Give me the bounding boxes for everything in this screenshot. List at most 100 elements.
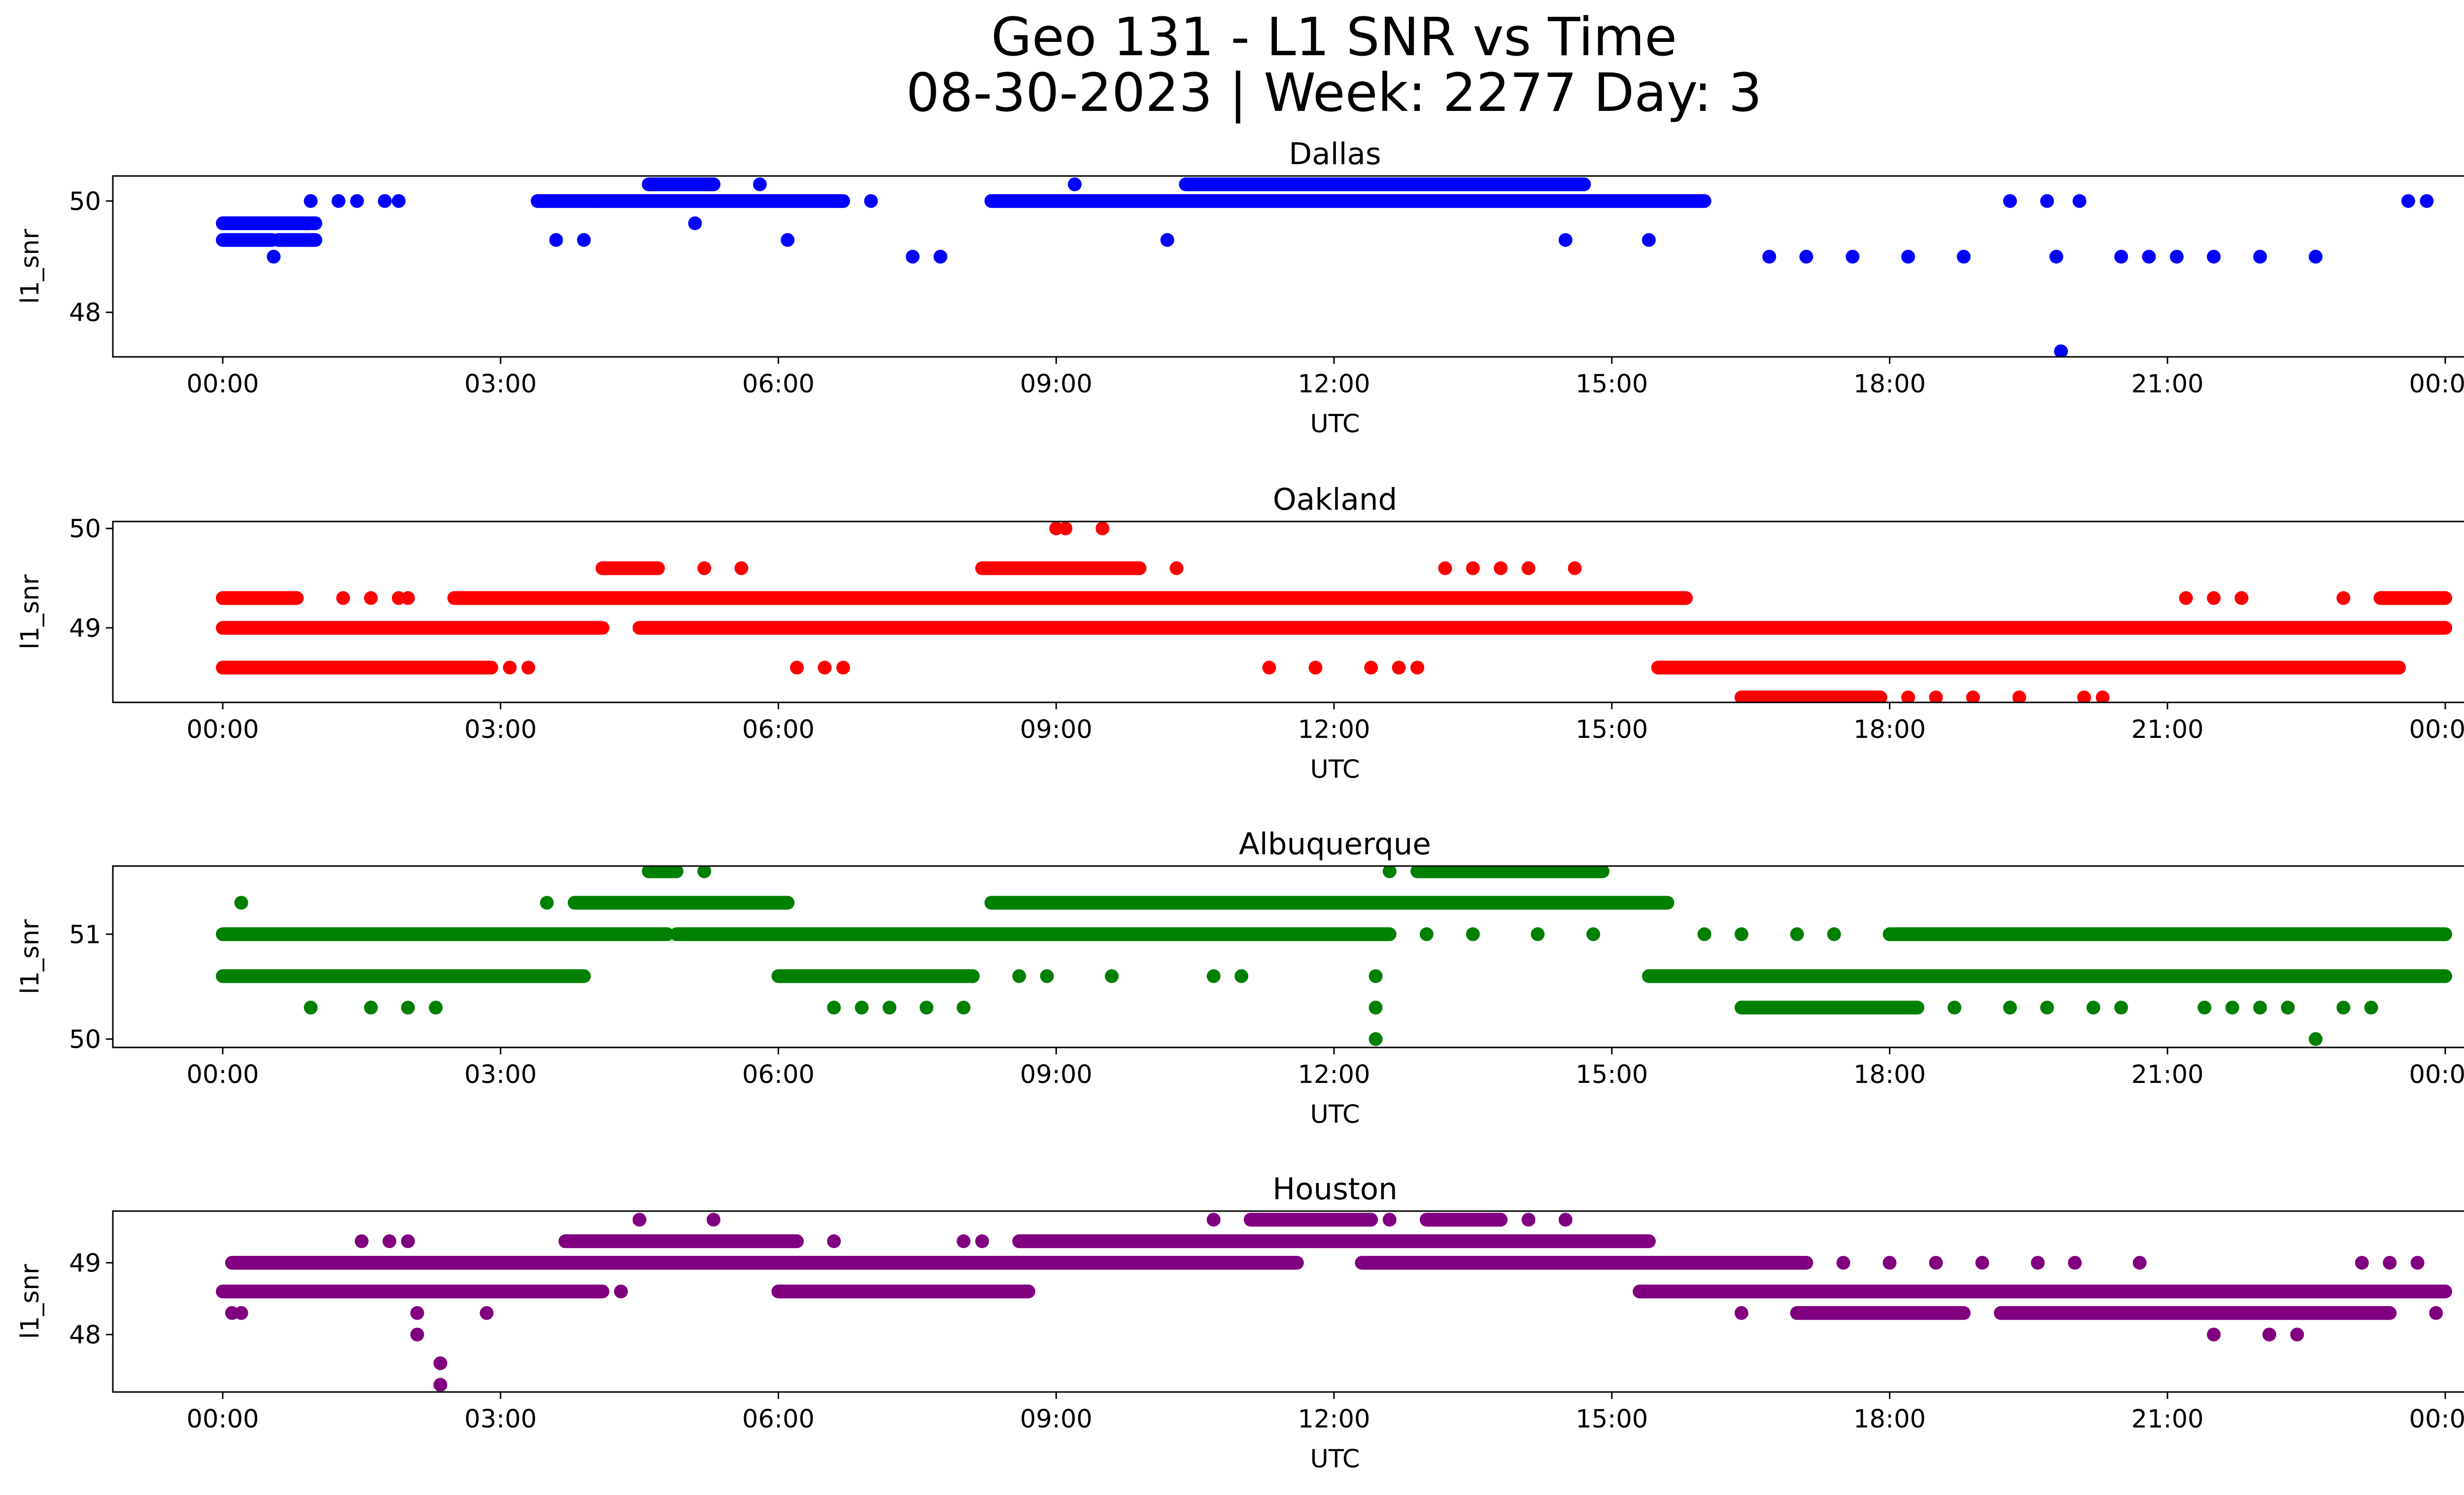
houston-data-point — [1206, 1213, 1221, 1227]
figure-title-line1: Geo 131 - L1 SNR vs Time — [991, 7, 1677, 68]
houston-x-tick-label: 15:00 — [1575, 1405, 1648, 1434]
dallas-data-point — [331, 194, 345, 208]
oakland-x-tick-label: 06:00 — [742, 715, 815, 744]
albuquerque-data-point — [401, 1001, 415, 1015]
oakland-x-tick-label: 15:00 — [1575, 715, 1648, 744]
oakland-x-axis-label: UTC — [1310, 755, 1360, 784]
dallas-data-point — [688, 216, 702, 230]
albuquerque-data-point — [1734, 927, 1748, 941]
albuquerque-data-point — [1586, 927, 1601, 941]
albuquerque-data-point — [2225, 1001, 2239, 1015]
oakland-data-point — [503, 661, 517, 675]
houston-data-point — [827, 1234, 841, 1249]
albuquerque-data-point — [957, 1001, 971, 1015]
dallas-axes-frame — [112, 175, 2464, 358]
albuquerque-data-point — [2336, 1001, 2351, 1015]
albuquerque-data-point — [1531, 927, 1545, 941]
houston-data-point — [410, 1327, 424, 1342]
houston-data-point — [433, 1356, 447, 1370]
oakland-data-point — [1521, 561, 1536, 575]
oakland-x-tick-label: 09:00 — [1020, 715, 1093, 744]
dallas-data-point — [1762, 249, 1777, 264]
houston-x-tick-label: 09:00 — [1020, 1405, 1093, 1434]
albuquerque-data-point — [2281, 1001, 2295, 1015]
dallas-data-point — [1799, 249, 1814, 264]
houston-x-tick-label: 03:00 — [464, 1405, 537, 1434]
dallas-y-axis-label: l1_snr — [16, 229, 45, 304]
houston-x-axis-label: UTC — [1310, 1445, 1360, 1474]
dallas-data-point — [781, 233, 795, 247]
albuquerque-data-point — [234, 896, 248, 910]
dallas-data-point — [905, 249, 920, 264]
panel-houston: Houston 00:00 03:00 06:00 09:00 12:00 15:00 18:… — [16, 1172, 2464, 1474]
oakland-data-point — [1466, 561, 1480, 575]
oakland-data-point — [2179, 591, 2193, 605]
dallas-data-point — [1067, 177, 1082, 191]
oakland-data-point — [521, 661, 536, 675]
albuquerque-y-tick-label: 50 — [69, 1025, 101, 1054]
houston-data-point — [1929, 1255, 1943, 1270]
albuquerque-x-tick-label: 00:00 — [2409, 1060, 2464, 1089]
oakland-x-tick-label: 00:00 — [187, 715, 259, 744]
houston-data-point — [2262, 1327, 2276, 1342]
houston-data-point — [2031, 1255, 2045, 1270]
dallas-data-point — [1901, 249, 1916, 264]
oakland-data-point — [1059, 522, 1073, 536]
dallas-data-point — [2054, 344, 2068, 357]
albuquerque-data-point — [2364, 1001, 2378, 1015]
oakland-subplot-title: Oakland — [1273, 482, 1397, 517]
oakland-data-point — [364, 591, 378, 605]
houston-y-axis-label: l1_snr — [16, 1264, 45, 1339]
oakland-data-points — [216, 522, 2452, 702]
albuquerque-data-point — [2040, 1001, 2054, 1015]
dallas-y-tick-label: 48 — [69, 299, 101, 328]
dallas-data-point — [2049, 249, 2063, 264]
albuquerque-data-point — [1419, 927, 1434, 941]
houston-x-tick-label: 00:00 — [187, 1405, 259, 1434]
oakland-data-point — [1169, 561, 1184, 575]
albuquerque-data-point — [1948, 1001, 1962, 1015]
houston-data-point — [1382, 1213, 1397, 1227]
houston-data-point — [614, 1285, 628, 1299]
dallas-data-point — [2142, 249, 2156, 264]
albuquerque-data-point — [1369, 969, 1383, 983]
albuquerque-x-tick-label: 12:00 — [1298, 1060, 1370, 1089]
dallas-x-axis-label: UTC — [1310, 410, 1360, 439]
houston-data-point — [479, 1306, 494, 1320]
albuquerque-data-point — [883, 1001, 896, 1015]
houston-x-tick-label: 18:00 — [1853, 1405, 1926, 1434]
panels: Dallas 00:00 03:00 06:00 09:00 12:00 15:00 18:0… — [16, 137, 2464, 1474]
albuquerque-data-point — [304, 1001, 318, 1015]
oakland-data-point — [336, 591, 350, 605]
figure-title-line2: 08-30-2023 | Week: 2277 Day: 3 — [906, 63, 1762, 124]
albuquerque-data-point — [1369, 1032, 1383, 1046]
dallas-data-point — [827, 194, 841, 208]
houston-data-point — [2429, 1306, 2443, 1320]
dallas-data-point — [377, 194, 392, 208]
albuquerque-data-point — [2253, 1001, 2267, 1015]
albuquerque-data-point — [827, 1001, 841, 1015]
albuquerque-x-tick-label: 06:00 — [742, 1060, 815, 1089]
albuquerque-y-axis-label: l1_snr — [16, 919, 45, 994]
albuquerque-data-point — [1369, 1001, 1383, 1015]
albuquerque-x-tick-label: 03:00 — [464, 1060, 537, 1089]
dallas-y-tick-label: 50 — [69, 187, 101, 216]
houston-data-point — [234, 1306, 248, 1320]
oakland-x-tick-label: 12:00 — [1298, 715, 1370, 744]
dallas-data-point — [549, 233, 563, 247]
houston-data-point — [1836, 1255, 1850, 1270]
albuquerque-data-point — [697, 866, 712, 878]
dallas-data-point — [2207, 249, 2221, 264]
houston-x-tick-label: 06:00 — [742, 1405, 815, 1434]
houston-data-point — [706, 1213, 720, 1227]
houston-x-tick-label: 21:00 — [2131, 1405, 2204, 1434]
oakland-data-point — [818, 661, 832, 675]
houston-data-point — [2290, 1327, 2304, 1342]
oakland-data-point — [1262, 661, 1276, 675]
oakland-data-point — [1364, 661, 1378, 675]
dallas-data-point — [577, 233, 591, 247]
dallas-data-point — [1846, 249, 1860, 264]
dallas-data-point — [2114, 249, 2128, 264]
dallas-data-points — [216, 177, 2434, 357]
houston-data-point — [382, 1234, 397, 1249]
